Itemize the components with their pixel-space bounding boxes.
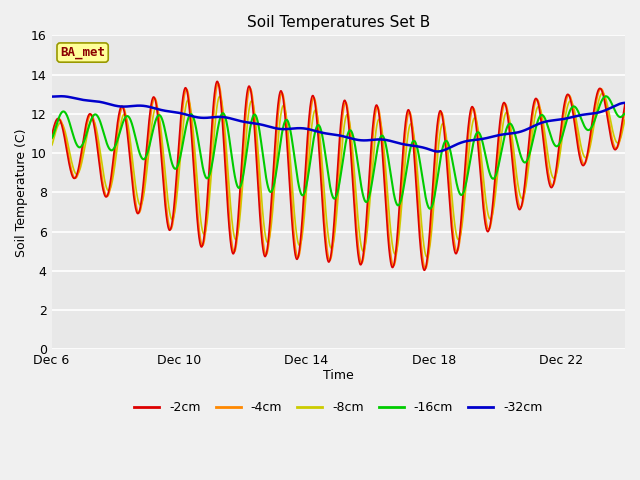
Title: Soil Temperatures Set B: Soil Temperatures Set B — [246, 15, 430, 30]
Text: BA_met: BA_met — [60, 46, 105, 59]
Legend: -2cm, -4cm, -8cm, -16cm, -32cm: -2cm, -4cm, -8cm, -16cm, -32cm — [129, 396, 547, 420]
X-axis label: Time: Time — [323, 369, 354, 382]
Y-axis label: Soil Temperature (C): Soil Temperature (C) — [15, 128, 28, 257]
